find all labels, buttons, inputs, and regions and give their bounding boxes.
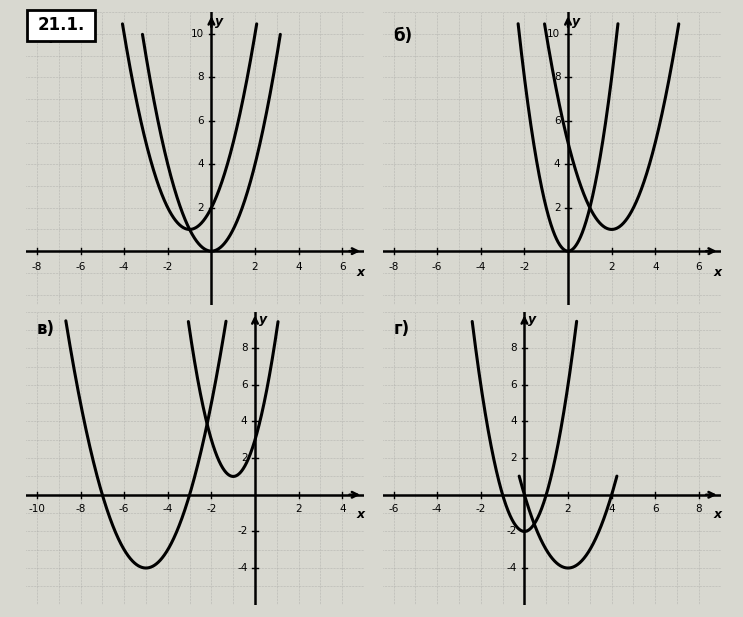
Text: 4: 4: [609, 504, 615, 514]
Text: -2: -2: [507, 526, 517, 536]
Text: г): г): [394, 320, 409, 337]
Text: а): а): [37, 27, 56, 45]
Text: -4: -4: [163, 504, 173, 514]
Text: 4: 4: [652, 262, 658, 272]
Text: 2: 2: [295, 504, 302, 514]
Text: y: y: [259, 313, 267, 326]
Text: 2: 2: [554, 203, 560, 213]
Text: 4: 4: [510, 416, 517, 426]
Text: 4: 4: [339, 504, 345, 514]
Text: 8: 8: [510, 343, 517, 353]
Text: 21.1.: 21.1.: [38, 16, 85, 35]
Text: 6: 6: [510, 380, 517, 390]
Text: x: x: [357, 267, 365, 280]
Text: -8: -8: [32, 262, 42, 272]
Text: 8: 8: [197, 72, 204, 83]
Text: 2: 2: [565, 504, 571, 514]
Text: 6: 6: [554, 116, 560, 126]
Text: 6: 6: [241, 380, 247, 390]
FancyBboxPatch shape: [27, 9, 95, 41]
Text: x: x: [713, 267, 721, 280]
Text: x: x: [713, 508, 721, 521]
Text: -2: -2: [207, 504, 216, 514]
Text: -8: -8: [75, 504, 85, 514]
Text: в): в): [37, 320, 55, 337]
Text: -4: -4: [119, 262, 129, 272]
Text: -6: -6: [432, 262, 442, 272]
Text: 4: 4: [241, 416, 247, 426]
Text: -10: -10: [28, 504, 45, 514]
Text: 2: 2: [609, 262, 615, 272]
Text: -2: -2: [237, 526, 247, 536]
Text: -6: -6: [119, 504, 129, 514]
Text: 10: 10: [548, 29, 560, 39]
Text: 4: 4: [554, 159, 560, 169]
Text: 2: 2: [197, 203, 204, 213]
Text: y: y: [215, 15, 223, 28]
Text: -6: -6: [389, 504, 399, 514]
Text: 8: 8: [695, 504, 702, 514]
Text: 6: 6: [695, 262, 702, 272]
Text: -4: -4: [507, 563, 517, 573]
Text: 8: 8: [241, 343, 247, 353]
Text: y: y: [571, 15, 580, 28]
Text: 4: 4: [197, 159, 204, 169]
Text: -4: -4: [476, 262, 486, 272]
Text: -4: -4: [432, 504, 442, 514]
Text: -4: -4: [237, 563, 247, 573]
Text: -2: -2: [476, 504, 486, 514]
Text: -8: -8: [389, 262, 399, 272]
Text: 2: 2: [510, 453, 517, 463]
Text: б): б): [394, 27, 412, 45]
Text: -6: -6: [75, 262, 85, 272]
Text: 6: 6: [197, 116, 204, 126]
Text: -2: -2: [163, 262, 173, 272]
Text: y: y: [528, 313, 536, 326]
Text: 6: 6: [339, 262, 345, 272]
Text: x: x: [357, 508, 365, 521]
Text: 2: 2: [241, 453, 247, 463]
Text: 2: 2: [252, 262, 259, 272]
Text: 8: 8: [554, 72, 560, 83]
Text: 10: 10: [191, 29, 204, 39]
Text: -2: -2: [519, 262, 530, 272]
Text: 6: 6: [652, 504, 658, 514]
Text: 4: 4: [295, 262, 302, 272]
